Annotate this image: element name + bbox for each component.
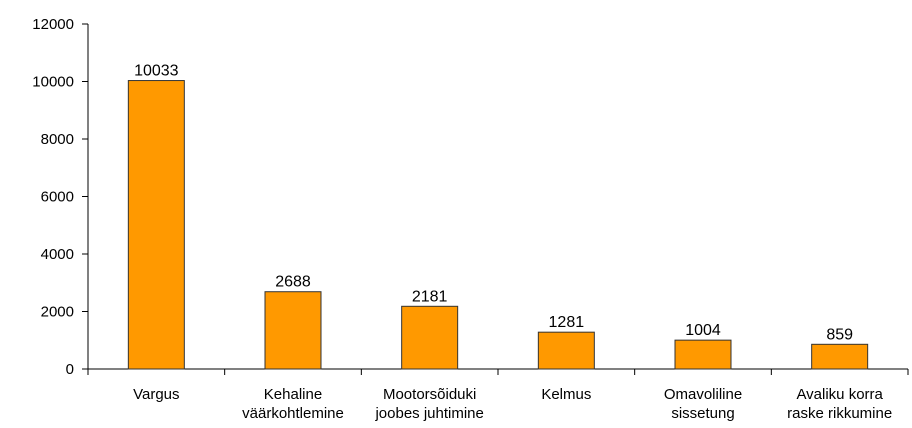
x-tick-label: Omavoliline bbox=[664, 386, 742, 403]
value-label: 1004 bbox=[685, 322, 721, 339]
y-tick-label: 2000 bbox=[41, 304, 74, 321]
y-tick-label: 10000 bbox=[32, 74, 74, 91]
x-tick-label: Kelmus bbox=[541, 386, 591, 403]
x-tick-label: Mootorsõiduki bbox=[383, 386, 476, 403]
value-label: 1281 bbox=[549, 314, 585, 331]
y-tick-label: 12000 bbox=[32, 16, 74, 33]
bar bbox=[811, 343, 869, 370]
x-tick-label: väärkohtlemine bbox=[242, 405, 344, 422]
value-label: 2181 bbox=[412, 288, 448, 305]
bar bbox=[264, 291, 322, 370]
y-tick-label: 0 bbox=[66, 361, 74, 378]
bar bbox=[537, 331, 595, 370]
y-tick-label: 4000 bbox=[41, 246, 74, 263]
x-tick-label: sissetung bbox=[671, 405, 734, 422]
y-tick-label: 8000 bbox=[41, 131, 74, 148]
y-tick-label: 6000 bbox=[41, 189, 74, 206]
x-tick-label: joobes juhtimine bbox=[374, 405, 483, 422]
x-tick-label: Kehaline bbox=[264, 386, 322, 403]
value-label: 859 bbox=[826, 326, 853, 343]
bar bbox=[127, 80, 185, 370]
bar bbox=[674, 339, 732, 370]
value-label: 2688 bbox=[275, 274, 311, 291]
value-label: 10033 bbox=[134, 63, 179, 80]
x-tick-label: raske rikkumine bbox=[787, 405, 892, 422]
bar bbox=[401, 305, 459, 370]
x-tick-label: Vargus bbox=[133, 386, 179, 403]
x-tick-label: Avaliku korra bbox=[796, 386, 883, 403]
